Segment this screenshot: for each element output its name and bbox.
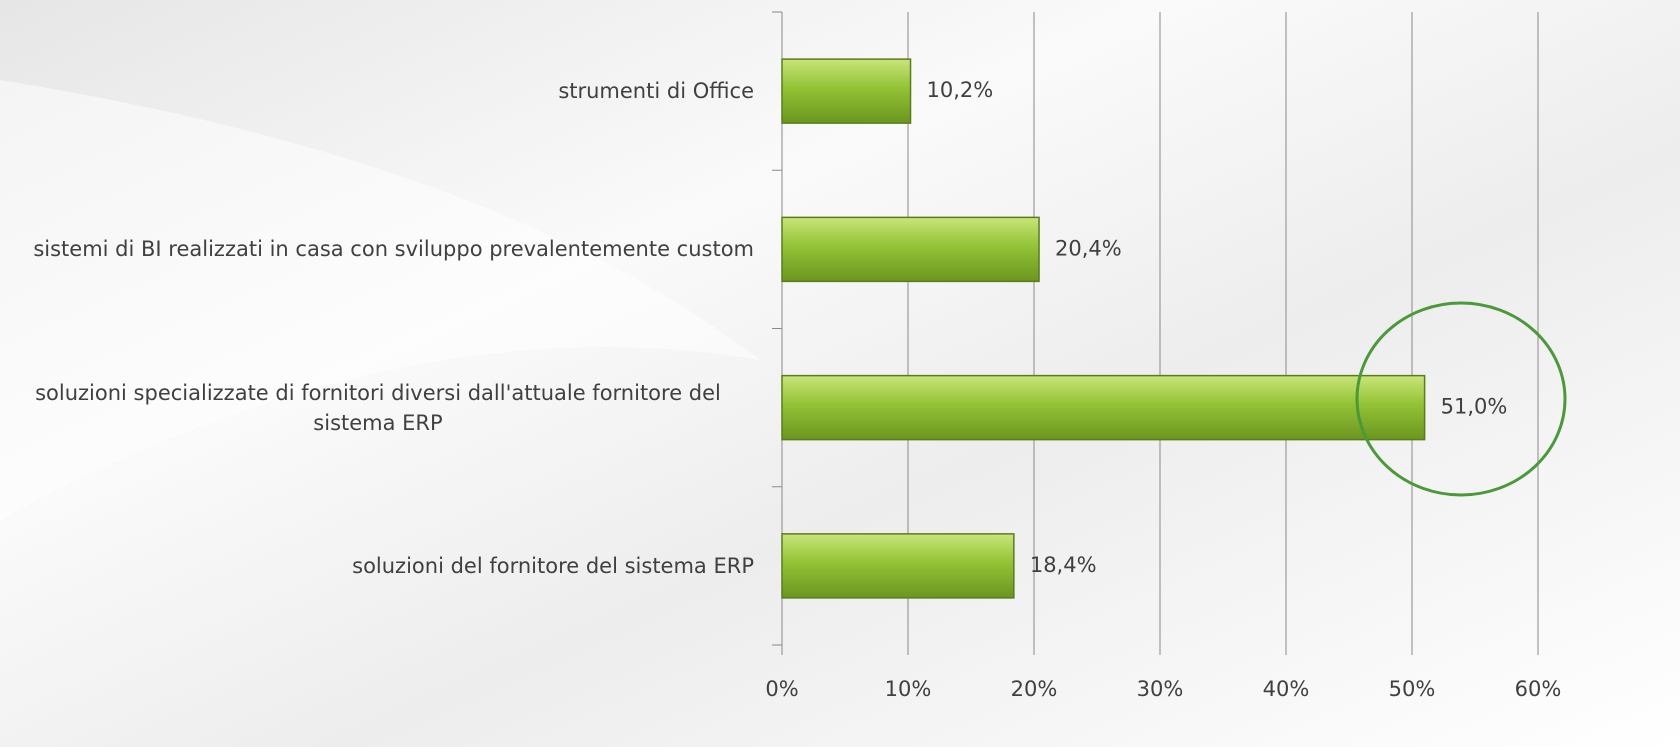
- category-label: soluzioni specializzate di fornitori div…: [35, 380, 721, 435]
- bar: [781, 374, 1426, 441]
- value-label: 51,0%: [1441, 395, 1508, 419]
- x-tick-label: 10%: [885, 677, 932, 701]
- x-tick-label: 60%: [1515, 677, 1562, 701]
- bar: [781, 533, 1015, 599]
- x-tick-label: 40%: [1263, 677, 1310, 701]
- highlight-circle: [1355, 301, 1567, 497]
- category-label-box: soluzioni del fornitore del sistema ERP: [0, 551, 754, 581]
- value-label: 20,4%: [1055, 236, 1122, 260]
- bar: [781, 58, 912, 124]
- x-tick-label: 50%: [1389, 677, 1436, 701]
- x-tick-label: 30%: [1137, 677, 1184, 701]
- x-tick-label: 20%: [1011, 677, 1058, 701]
- swoosh: [0, 80, 760, 520]
- value-label: 10,2%: [927, 78, 994, 102]
- category-label: strumenti di Office: [558, 79, 754, 104]
- category-label-box: soluzioni specializzate di fornitori div…: [0, 378, 754, 438]
- category-label: soluzioni del fornitore del sistema ERP: [352, 553, 754, 578]
- value-label: 18,4%: [1030, 553, 1097, 577]
- bar: [781, 216, 1040, 283]
- category-label: sistemi di BI realizzati in casa con svi…: [33, 237, 754, 262]
- category-label-box: sistemi di BI realizzati in casa con svi…: [0, 234, 754, 264]
- category-label-box: strumenti di Office: [0, 76, 754, 106]
- x-tick-label: 0%: [765, 677, 798, 701]
